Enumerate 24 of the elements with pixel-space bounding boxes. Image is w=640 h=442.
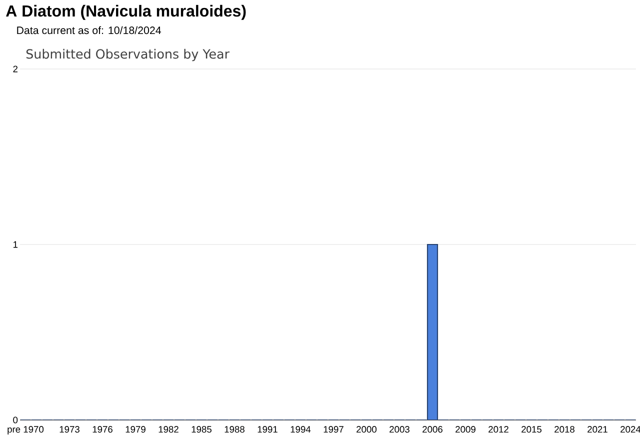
x-tick-label: 2003: [390, 426, 410, 433]
x-tick-label: 1997: [324, 426, 344, 433]
x-tick-label: 1988: [224, 426, 244, 433]
y-tick-label: 1: [13, 241, 18, 248]
x-tick-label: 1973: [60, 426, 80, 433]
x-tick-label: 1976: [92, 426, 112, 433]
y-tick-label: 2: [13, 66, 18, 72]
text: A Diatom (Navicula muraloides): [6, 4, 246, 20]
chart-title: Submitted Observations by Year: [26, 48, 230, 62]
x-tick-label: 2000: [356, 426, 377, 433]
x-tick-label: 2021: [588, 426, 608, 433]
y-tick-label: 0: [13, 416, 18, 424]
x-tick-label: 2015: [522, 426, 542, 433]
x-tick-label: 1994: [290, 426, 311, 433]
x-tick-label: 1979: [126, 426, 146, 433]
x-tick-label: 2018: [554, 426, 574, 433]
x-tick-label: 1985: [192, 426, 212, 433]
x-tick-label: 1982: [158, 426, 178, 433]
x-tick-label: 2009: [456, 426, 476, 433]
text: Data current as of: 10/18/2024: [17, 26, 162, 34]
x-tick-label: 1991: [258, 426, 278, 433]
x-tick-label: 2012: [488, 426, 508, 433]
x-tick-label: pre 1970: [8, 426, 44, 434]
x-tick-label: 2006: [422, 426, 442, 433]
